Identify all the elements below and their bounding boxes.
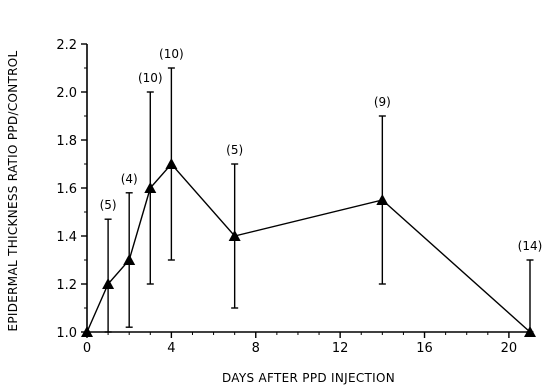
y-tick-label: 1.4 <box>56 230 77 245</box>
data-point <box>524 326 536 337</box>
x-tick-label: 16 <box>416 341 433 356</box>
y-tick-label: 1.2 <box>56 278 77 293</box>
data-point <box>144 182 157 193</box>
x-tick-label: 12 <box>332 341 349 356</box>
data-point <box>165 158 178 169</box>
y-tick-label: 1.6 <box>56 182 77 197</box>
y-ticks: 1.0 1.2 1.4 1.6 1.8 2.0 2.2 <box>56 38 87 341</box>
sample-size-label: (10) <box>138 71 163 85</box>
y-tick-label: 1.0 <box>56 326 77 341</box>
x-tick-label: 0 <box>83 341 91 356</box>
y-axis-title: EPIDERMAL THICKNESS RATIO PPD/CONTROL <box>6 50 20 331</box>
data-point <box>81 326 93 337</box>
x-ticks: 0 4 8 12 16 20 <box>83 332 531 356</box>
plot-area: (5) (4) (10) (10) (5) (9) (14) <box>81 47 542 337</box>
sample-size-label: (14) <box>518 239 543 253</box>
sample-size-label: (4) <box>121 172 138 186</box>
data-point <box>102 278 115 289</box>
sample-size-label: (5) <box>226 143 243 157</box>
sample-size-label: (10) <box>159 47 184 61</box>
data-point <box>123 254 136 265</box>
x-axis-title: DAYS AFTER PPD INJECTION <box>222 371 395 385</box>
sample-size-label: (5) <box>100 198 117 212</box>
x-tick-label: 8 <box>252 341 260 356</box>
data-point <box>376 194 389 205</box>
series-line <box>86 162 531 333</box>
x-tick-label: 20 <box>501 341 518 356</box>
sample-size-label: (9) <box>374 95 391 109</box>
y-tick-label: 1.8 <box>56 134 77 149</box>
data-point <box>228 230 241 241</box>
x-tick-label: 4 <box>167 341 175 356</box>
y-tick-label: 2.0 <box>56 86 77 101</box>
y-tick-label: 2.2 <box>56 38 77 53</box>
